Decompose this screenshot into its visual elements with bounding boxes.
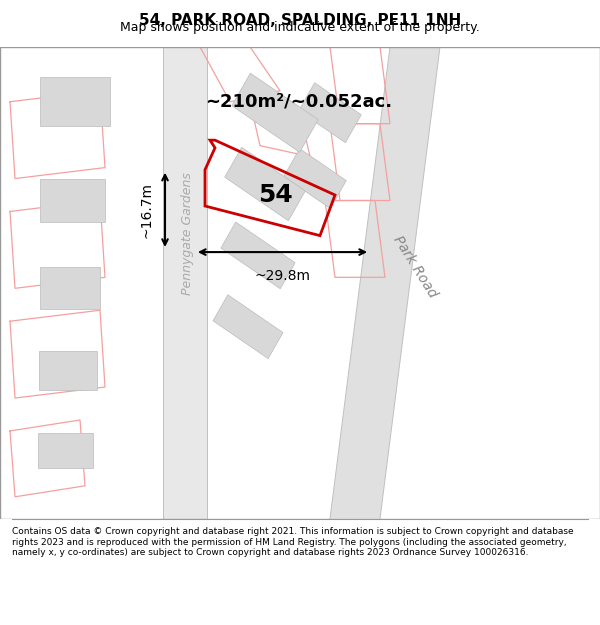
Polygon shape bbox=[37, 433, 92, 468]
Text: 54, PARK ROAD, SPALDING, PE11 1NH: 54, PARK ROAD, SPALDING, PE11 1NH bbox=[139, 13, 461, 28]
Text: ~29.8m: ~29.8m bbox=[254, 269, 311, 282]
Polygon shape bbox=[284, 149, 346, 209]
Polygon shape bbox=[40, 179, 104, 222]
Polygon shape bbox=[213, 295, 283, 359]
Polygon shape bbox=[40, 77, 110, 126]
Text: ~210m²/~0.052ac.: ~210m²/~0.052ac. bbox=[205, 92, 392, 111]
Polygon shape bbox=[299, 82, 361, 142]
Text: Park Road: Park Road bbox=[391, 232, 440, 300]
Polygon shape bbox=[330, 47, 440, 519]
Text: 54: 54 bbox=[257, 183, 292, 207]
Polygon shape bbox=[221, 222, 295, 289]
Text: Map shows position and indicative extent of the property.: Map shows position and indicative extent… bbox=[120, 21, 480, 34]
Polygon shape bbox=[163, 47, 207, 519]
Text: ~16.7m: ~16.7m bbox=[139, 182, 153, 238]
Polygon shape bbox=[232, 73, 318, 152]
Text: Contains OS data © Crown copyright and database right 2021. This information is : Contains OS data © Crown copyright and d… bbox=[12, 528, 574, 557]
Polygon shape bbox=[39, 351, 97, 390]
Polygon shape bbox=[225, 148, 305, 221]
Polygon shape bbox=[40, 268, 100, 309]
Text: Pennygate Gardens: Pennygate Gardens bbox=[182, 172, 194, 295]
